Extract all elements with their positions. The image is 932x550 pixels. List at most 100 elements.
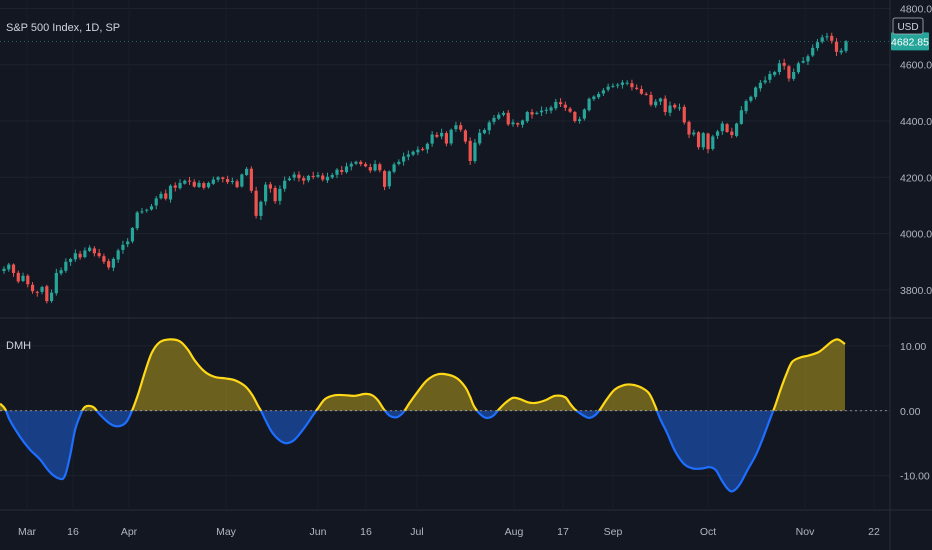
candle-body [382, 171, 387, 187]
candle-body [663, 98, 667, 113]
candle-body [292, 174, 296, 178]
candle-body [834, 41, 839, 52]
candle-body [221, 177, 225, 179]
candle-body [739, 110, 743, 124]
candle-body [811, 47, 815, 56]
candle-body [35, 291, 39, 293]
candle-body [192, 181, 196, 187]
candle-body [321, 175, 325, 180]
candle-body [754, 87, 758, 97]
candle-body [620, 82, 625, 85]
candle-body [16, 272, 20, 282]
candle-body [368, 167, 372, 171]
candle-body [73, 253, 77, 260]
candle-body [611, 85, 615, 87]
candle-body [21, 275, 25, 281]
time-tick-label: Sep [604, 526, 623, 538]
candle-body [839, 50, 843, 53]
candle-body [792, 72, 796, 79]
candle-body [506, 112, 510, 125]
time-axis: Mar 16 Apr May Jun 16 Jul Aug 17 Sep Oct Nov 22 [0, 509, 932, 538]
candle-body [539, 110, 544, 113]
candle-body [511, 122, 515, 125]
candle-body [116, 250, 120, 260]
candle-body [240, 174, 244, 187]
price-tick-label: 4000.00 [900, 229, 932, 241]
candle-body [78, 253, 82, 258]
price-axis: 3800.00 4000.00 4200.00 4400.00 4600.00 4800.… [891, 3, 932, 297]
candle-body [430, 134, 434, 144]
candle-body [397, 161, 401, 164]
candle-body [168, 185, 173, 200]
candle-body [92, 248, 96, 254]
candle-body [316, 175, 320, 177]
candle-body [549, 107, 553, 111]
candle-body [711, 136, 715, 149]
candle-body [668, 105, 672, 113]
candle-body [725, 124, 729, 132]
candle-body [558, 102, 563, 105]
candle-body [806, 56, 810, 62]
candle-body [654, 101, 658, 106]
candle-body [706, 133, 710, 150]
candle-body [763, 80, 767, 83]
candle-body [54, 272, 58, 294]
candle-body [216, 177, 220, 180]
candle-body [630, 83, 634, 88]
candle-body [183, 180, 187, 184]
candle-body [378, 164, 382, 171]
candle-body [68, 258, 73, 262]
candle-body [696, 132, 701, 148]
candle-body [230, 180, 234, 182]
candle-body [164, 193, 168, 199]
candle-body [178, 182, 182, 189]
candle-body [687, 121, 691, 135]
candle-body [454, 125, 458, 130]
dmh-indicator [0, 338, 890, 493]
candle-body [83, 250, 87, 258]
candle-body [820, 37, 824, 42]
candle-body [530, 112, 534, 115]
candle-body [768, 74, 772, 80]
time-tick-label: 22 [868, 526, 880, 538]
candle-body [463, 130, 468, 142]
candle-body [335, 169, 339, 175]
candle-body [715, 131, 720, 136]
candle-body [278, 188, 282, 201]
candle-body [254, 190, 258, 216]
positive-area-fill [0, 339, 845, 411]
candle-body [692, 132, 696, 135]
candle-body [677, 107, 682, 109]
time-tick-label: 16 [360, 526, 372, 538]
candle-body [825, 36, 829, 38]
candle-body [206, 182, 211, 188]
candle-body [102, 256, 106, 262]
candle-body [449, 129, 453, 144]
candle-body [701, 133, 705, 148]
currency-label: USD [897, 22, 918, 33]
candle-body [492, 117, 496, 122]
candle-body [635, 87, 639, 89]
time-tick-label: Jul [410, 526, 423, 538]
candle-body [535, 112, 539, 114]
negative-line [4, 410, 775, 493]
time-tick-label: Aug [505, 526, 524, 538]
candle-body [401, 156, 406, 162]
candle-body [815, 42, 820, 49]
time-tick-label: Jun [310, 526, 327, 538]
indicator-name: DMH [6, 340, 31, 352]
candle-body [387, 171, 391, 187]
time-tick-label: 16 [67, 526, 79, 538]
candle-body [673, 104, 677, 108]
grid-lines [0, 7, 890, 477]
time-tick-label: Nov [796, 526, 815, 538]
candle-body [249, 168, 253, 191]
candle-body [411, 151, 415, 155]
currency-badge[interactable]: USD [892, 17, 924, 35]
candle-body [606, 86, 610, 90]
price-tick-label: 4800.00 [900, 3, 932, 15]
candle-body [245, 168, 249, 176]
candle-body [7, 264, 11, 270]
price-tick-label: 4600.00 [900, 60, 932, 72]
